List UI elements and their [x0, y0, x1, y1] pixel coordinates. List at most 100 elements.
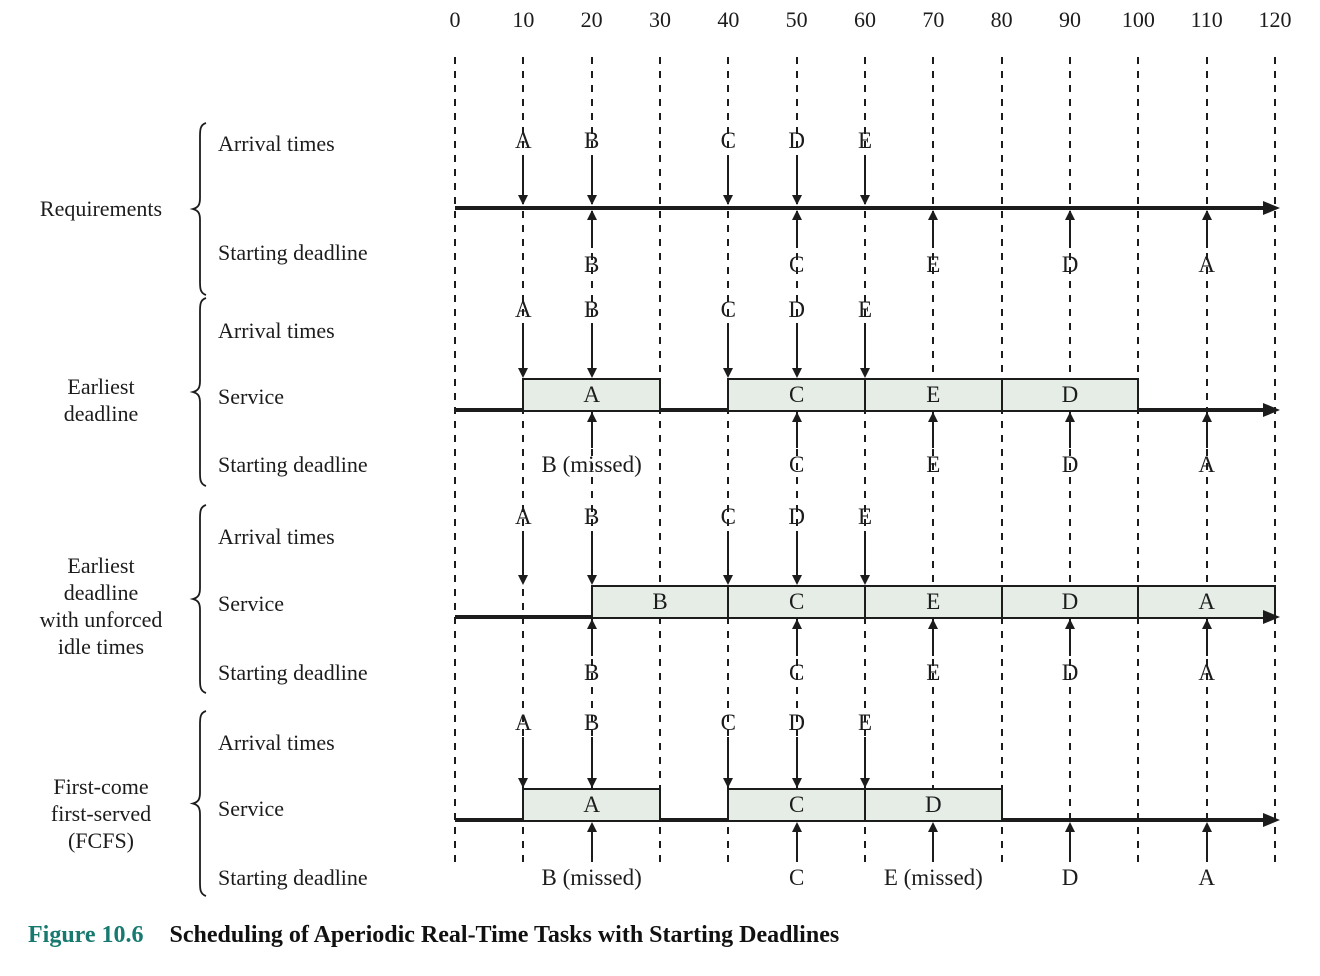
arrival-task-label: C — [720, 504, 736, 529]
deadline-task-label: E (missed) — [883, 865, 983, 890]
service-box-label: D — [1061, 382, 1079, 407]
timeline-arrowhead-icon — [1263, 403, 1280, 417]
arrowhead-up-icon — [586, 210, 597, 220]
deadline-arrow — [1201, 210, 1212, 248]
time-tick-label: 30 — [649, 7, 671, 32]
arrival-arrow — [723, 737, 734, 788]
arrowhead-up-icon — [1201, 822, 1212, 832]
deadline-task-label: C — [788, 865, 805, 890]
service-box: D — [1000, 585, 1140, 619]
gridline — [659, 57, 661, 865]
arrow-shaft — [1205, 420, 1208, 448]
arrowhead-down-icon — [723, 195, 734, 205]
arrowhead-up-icon — [1201, 412, 1212, 422]
figure-number: Figure 10.6 — [28, 922, 144, 948]
service-box: C — [727, 585, 866, 619]
deadline-task-label: C — [788, 252, 805, 277]
time-tick-label: 120 — [1258, 7, 1292, 32]
arrival-arrow — [860, 531, 870, 585]
gridline — [864, 57, 866, 865]
deadline-task-label: C — [788, 452, 805, 477]
arrow-shaft — [727, 324, 730, 370]
service-box: E — [864, 585, 1003, 619]
arrowhead-down-icon — [860, 575, 870, 585]
arrival-arrow — [860, 324, 870, 378]
arrowhead-down-icon — [586, 368, 597, 378]
time-tick-label: 10 — [512, 7, 535, 32]
deadline-arrow — [1201, 412, 1212, 448]
service-box-label: C — [788, 382, 805, 407]
deadline-arrow — [1065, 619, 1075, 656]
deadline-arrow — [928, 210, 939, 248]
deadline-task-label: E — [926, 452, 941, 477]
gridline — [727, 57, 730, 865]
gridline — [932, 57, 935, 865]
arrow-shaft — [590, 737, 593, 780]
row-label-service: Service — [218, 796, 284, 821]
arrow-shaft — [590, 155, 593, 197]
arrow-shaft — [864, 155, 866, 197]
arrow-shaft — [590, 218, 593, 248]
time-tick-label: 50 — [785, 7, 808, 32]
arrow-shaft — [727, 737, 730, 780]
time-tick-label: 100 — [1121, 7, 1155, 32]
gridline — [454, 57, 456, 865]
arrow-shaft — [1069, 627, 1071, 656]
row-label-starting-deadline: Starting deadline — [218, 865, 368, 890]
deadline-arrow — [586, 619, 597, 656]
arrival-arrow — [860, 737, 870, 788]
arrow-shaft — [795, 420, 798, 448]
arrow-shaft — [522, 531, 525, 577]
deadline-arrow — [1201, 619, 1212, 656]
service-box-label: A — [583, 792, 600, 817]
arrow-shaft — [590, 324, 593, 370]
arrow-shaft — [590, 420, 593, 448]
arrowhead-up-icon — [791, 412, 802, 422]
time-tick-label: 40 — [717, 7, 740, 32]
section-brace — [189, 297, 207, 487]
gridline — [1205, 57, 1208, 865]
arrival-task-label: B — [583, 297, 600, 322]
arrival-task-label: E — [857, 504, 873, 529]
arrow-shaft — [1069, 218, 1071, 248]
arrowhead-up-icon — [928, 619, 939, 629]
arrival-task-label: D — [788, 128, 805, 153]
deadline-arrow — [791, 412, 802, 448]
arrow-shaft — [522, 324, 525, 370]
arrival-arrow — [723, 531, 734, 585]
arrow-shaft — [727, 155, 730, 197]
arrival-arrow — [791, 155, 802, 205]
section-label: First-come first-served (FCFS) — [8, 773, 194, 854]
arrival-task-label: B — [583, 710, 600, 735]
arrival-arrow — [518, 737, 529, 788]
arrowhead-up-icon — [586, 619, 597, 629]
arrival-arrow — [791, 531, 802, 585]
deadline-task-label: B (missed) — [541, 865, 642, 890]
deadline-task-label: B (missed) — [541, 452, 642, 477]
deadline-arrow — [586, 822, 597, 861]
arrowhead-up-icon — [1065, 822, 1075, 832]
arrival-arrow — [518, 531, 529, 585]
arrowhead-up-icon — [928, 412, 939, 422]
service-box-label: E — [926, 589, 941, 614]
row-label-arrival-times: Arrival times — [218, 131, 335, 156]
deadline-arrow — [1201, 822, 1212, 861]
service-box: C — [727, 378, 866, 412]
arrowhead-down-icon — [791, 575, 802, 585]
arrival-task-label: D — [788, 297, 805, 322]
gridline — [590, 57, 593, 865]
arrow-shaft — [590, 830, 593, 861]
arrowhead-down-icon — [586, 195, 597, 205]
arrival-task-label: E — [857, 128, 873, 153]
arrowhead-down-icon — [586, 778, 597, 788]
deadline-arrow — [928, 412, 939, 448]
arrival-arrow — [723, 324, 734, 378]
arrowhead-up-icon — [1065, 619, 1075, 629]
arrow-shaft — [864, 531, 866, 577]
arrowhead-down-icon — [860, 368, 870, 378]
arrowhead-up-icon — [928, 210, 939, 220]
service-box-label: C — [788, 792, 805, 817]
deadline-task-label: D — [1061, 452, 1079, 477]
row-label-service: Service — [218, 384, 284, 409]
deadline-task-label: A — [1198, 865, 1215, 890]
